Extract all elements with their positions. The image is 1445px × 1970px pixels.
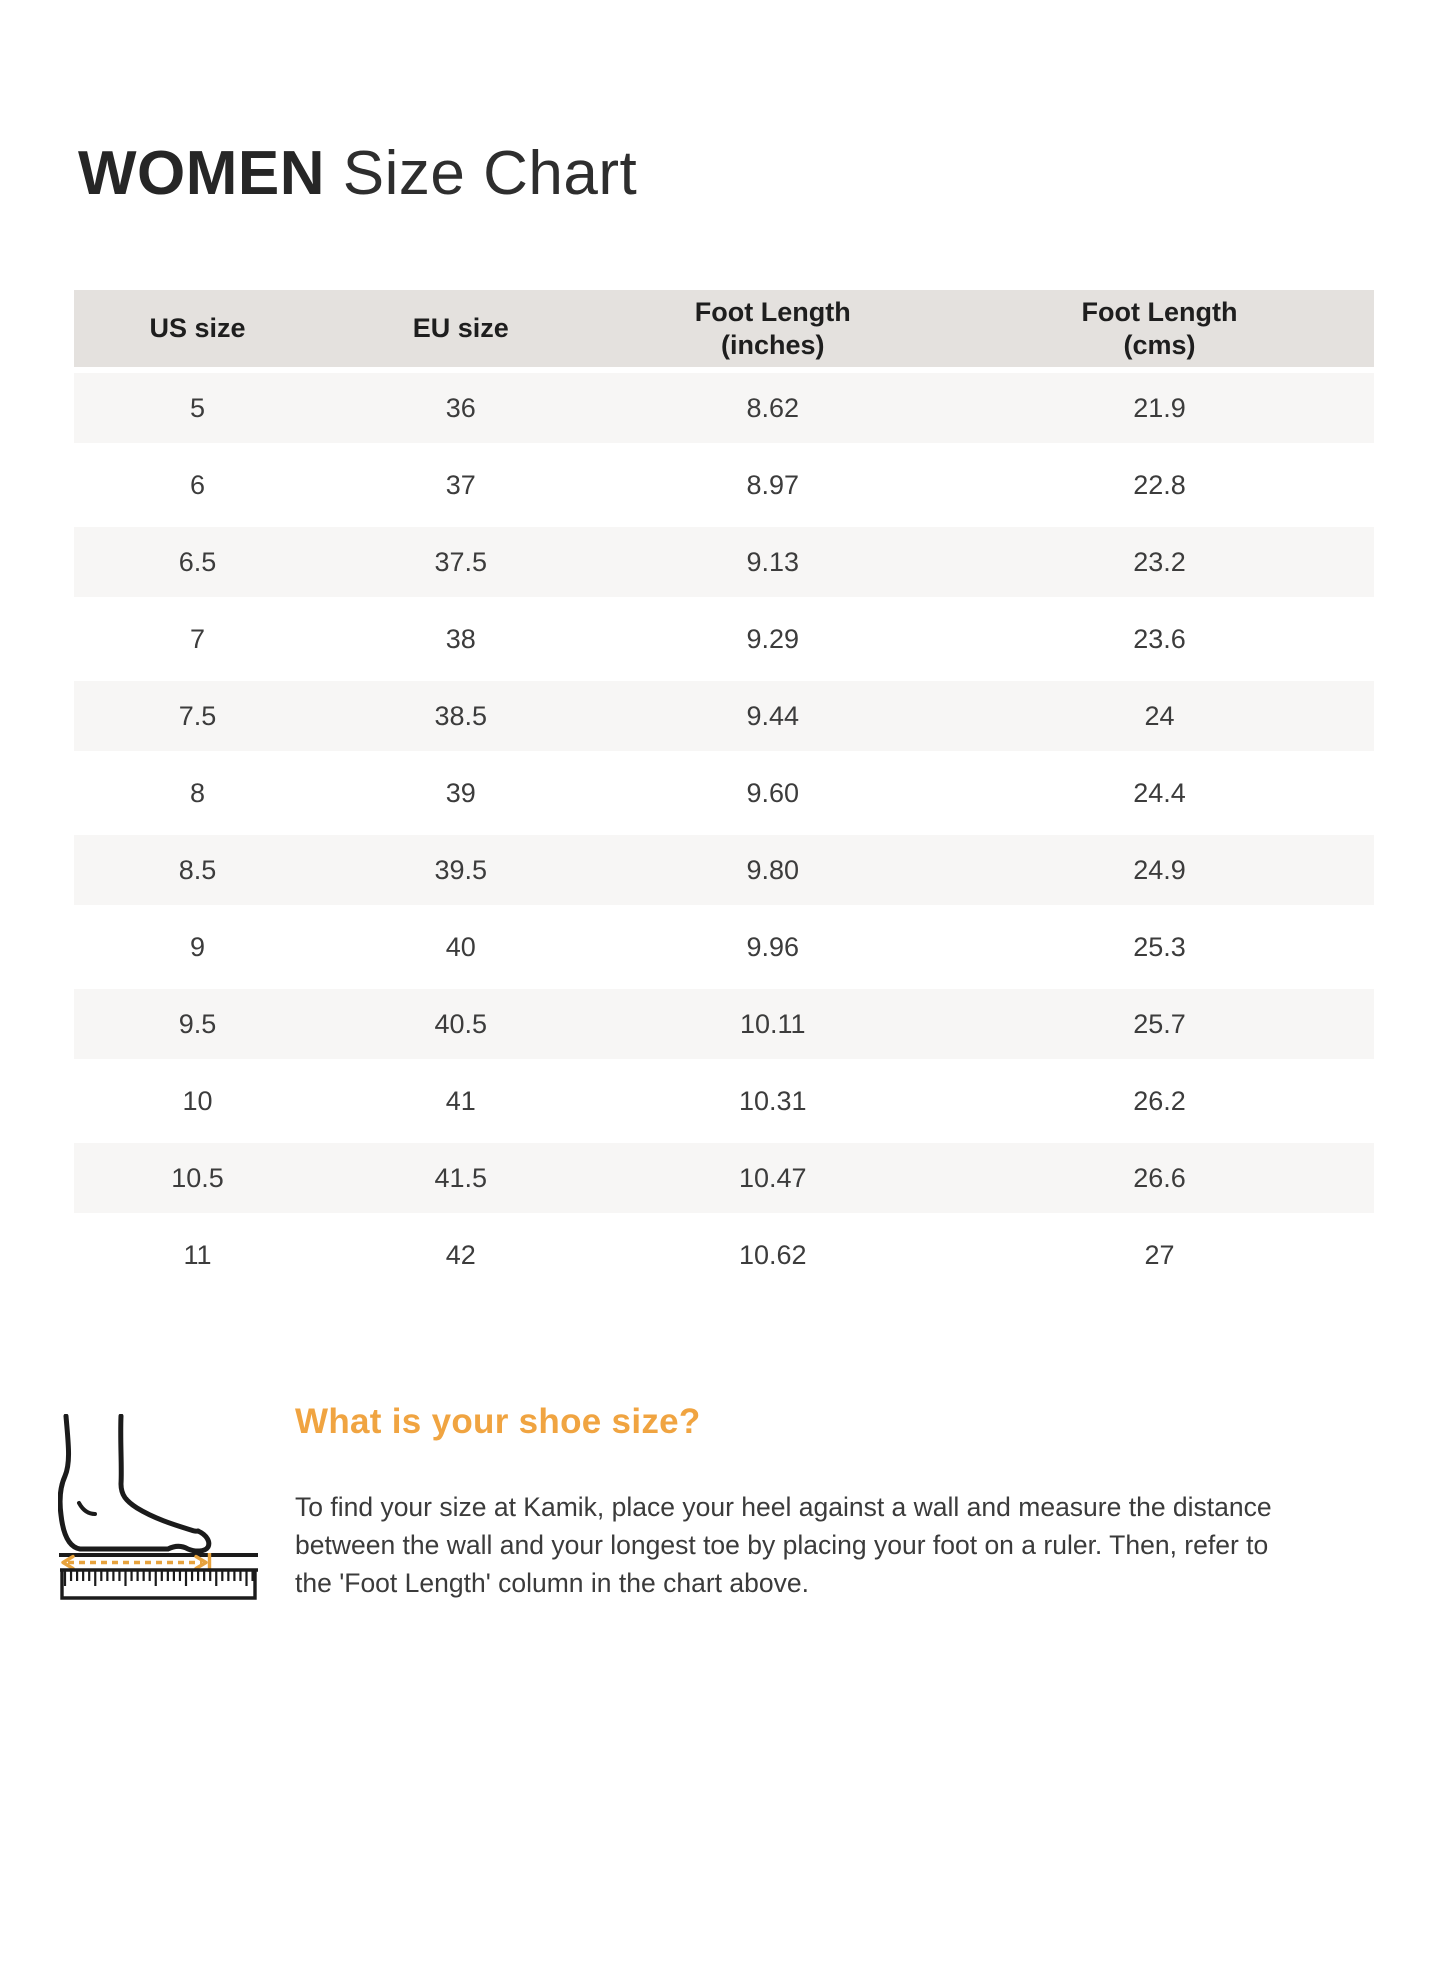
page-title-gender: WOMEN — [78, 139, 326, 208]
table-cell: 23.6 — [1133, 623, 1186, 654]
table-cell: 26.2 — [1133, 1085, 1186, 1116]
table-cell: 9.44 — [746, 700, 800, 731]
table-cell: 36 — [445, 392, 476, 423]
table-cell: 39.5 — [434, 854, 488, 885]
table-cell: 10.5 — [171, 1162, 224, 1193]
table-cell: 7 — [189, 623, 206, 654]
table-cell: 24.4 — [1133, 777, 1186, 808]
column-header-foot-cms: Foot Length (cms) — [1081, 296, 1238, 360]
table-cell: 10.62 — [738, 1239, 807, 1270]
table-row: 10.5 41.5 10.47 26.6 — [74, 1143, 1374, 1213]
table-row: 11 42 10.62 27 — [74, 1220, 1374, 1290]
size-chart-table: US size EU size Foot Length (inches) Foo… — [74, 290, 1374, 1297]
table-cell: 24 — [1144, 700, 1175, 731]
guide-heading: What is your shoe size? — [295, 1402, 701, 1441]
table-row: 10 41 10.31 26.2 — [74, 1066, 1374, 1136]
table-cell: 38 — [445, 623, 476, 654]
table-cell: 25.7 — [1133, 1008, 1186, 1039]
table-cell: 37.5 — [434, 546, 488, 577]
table-cell: 9.13 — [746, 546, 800, 577]
table-row: 6.5 37.5 9.13 23.2 — [74, 527, 1374, 597]
table-row: 5 36 8.62 21.9 — [74, 373, 1374, 443]
table-row: 9 40 9.96 25.3 — [74, 912, 1374, 982]
table-cell: 41.5 — [434, 1162, 488, 1193]
table-cell: 21.9 — [1133, 392, 1186, 423]
table-cell: 41 — [445, 1085, 476, 1116]
table-row: 9.5 40.5 10.11 25.7 — [74, 989, 1374, 1059]
table-body: 5 36 8.62 21.9 6 37 8.97 22.8 6.5 37.5 9.13 23.2 7 38… — [74, 373, 1374, 1290]
table-cell: 10.47 — [738, 1162, 807, 1193]
table-header-row: US size EU size Foot Length (inches) Foo… — [74, 290, 1374, 367]
table-cell: 8 — [189, 777, 206, 808]
table-cell: 9.60 — [746, 777, 800, 808]
table-cell: 40 — [445, 931, 476, 962]
table-cell: 39 — [445, 777, 476, 808]
foot-measure-icon — [58, 1414, 258, 1600]
table-row: 8.5 39.5 9.80 24.9 — [74, 835, 1374, 905]
table-cell: 22.8 — [1133, 469, 1186, 500]
table-cell: 23.2 — [1133, 546, 1186, 577]
table-cell: 8.97 — [746, 469, 800, 500]
table-cell: 27 — [1144, 1239, 1175, 1270]
column-header-eu-size: EU size — [412, 313, 509, 344]
table-cell: 25.3 — [1133, 931, 1186, 962]
table-cell: 42 — [445, 1239, 476, 1270]
table-cell: 9 — [189, 931, 206, 962]
table-cell: 40.5 — [434, 1008, 488, 1039]
table-cell: 8.62 — [746, 392, 800, 423]
table-cell: 6 — [189, 469, 206, 500]
table-cell: 37 — [445, 469, 476, 500]
table-row: 6 37 8.97 22.8 — [74, 450, 1374, 520]
table-cell: 8.5 — [178, 854, 217, 885]
column-header-foot-inches: Foot Length (inches) — [694, 296, 851, 360]
table-row: 7 38 9.29 23.6 — [74, 604, 1374, 674]
table-cell: 9.80 — [746, 854, 800, 885]
table-cell: 10 — [182, 1085, 213, 1116]
table-cell: 9.96 — [746, 931, 800, 962]
table-cell: 10.11 — [739, 1008, 806, 1039]
table-cell: 6.5 — [178, 546, 217, 577]
table-row: 8 39 9.60 24.4 — [74, 758, 1374, 828]
guide-paragraph: To find your size at Kamik, place your h… — [295, 1492, 1272, 1598]
table-cell: 9.5 — [178, 1008, 217, 1039]
table-cell: 24.9 — [1133, 854, 1186, 885]
table-cell: 10.31 — [738, 1085, 807, 1116]
table-cell: 7.5 — [178, 700, 217, 731]
table-cell: 11 — [183, 1239, 212, 1270]
table-cell: 9.29 — [746, 623, 800, 654]
column-header-us-size: US size — [149, 313, 246, 344]
table-cell: 38.5 — [434, 700, 488, 731]
page-title-suffix: Size Chart — [325, 139, 638, 208]
table-row: 7.5 38.5 9.44 24 — [74, 681, 1374, 751]
table-cell: 26.6 — [1133, 1162, 1186, 1193]
page-title: WOMEN Size Chart — [78, 139, 638, 208]
table-cell: 5 — [189, 392, 206, 423]
